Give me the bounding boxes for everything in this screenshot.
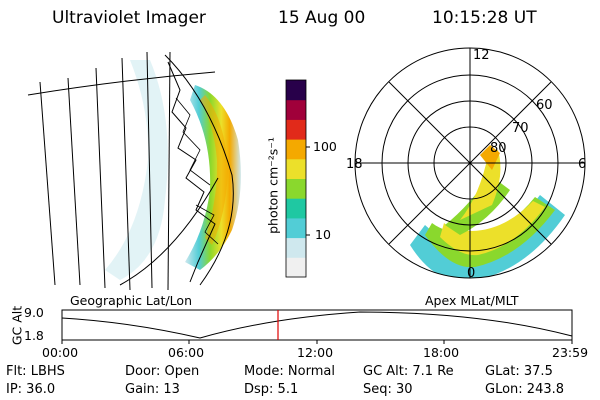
coastline	[167, 61, 216, 283]
mlt-label-12: 12	[473, 48, 490, 63]
info-glat: GLat: 37.5	[485, 364, 553, 379]
colorbar-segment	[286, 119, 306, 140]
map-parallels	[27, 54, 234, 286]
apex-label: Apex MLat/MLT	[425, 293, 519, 308]
colorbar-segment	[286, 217, 306, 239]
xtick-2359: 23:59	[552, 345, 589, 360]
info-gain: Gain: 13	[125, 382, 180, 397]
alt-tick-1-8: 1.8	[24, 328, 44, 343]
info-glon: GLon: 243.8	[485, 382, 565, 397]
colorbar-unit-label: photon cm⁻²s⁻¹	[265, 137, 281, 234]
geographic-label: Geographic Lat/Lon	[70, 293, 192, 308]
mlt-label-6: 6	[578, 157, 586, 172]
colorbar	[285, 79, 310, 278]
xtick-1200: 12:00	[297, 345, 334, 360]
colorbar-segment	[286, 139, 306, 160]
info-flt: Flt: LBHS	[6, 364, 65, 379]
uv-diffuse-glow	[105, 60, 168, 280]
info-mode: Mode: Normal	[244, 364, 335, 379]
info-ip: IP: 36.0	[6, 382, 56, 397]
colorbar-segment	[286, 178, 306, 199]
uv-auroral-band	[185, 85, 241, 270]
altitude-curve	[61, 311, 573, 339]
mlt-label-0: 0	[467, 266, 475, 281]
time-label: 10:15:28 UT	[432, 8, 537, 28]
polar-plot: 12 18 6 0 60 70 80	[346, 47, 586, 281]
map-meridians	[39, 51, 171, 291]
xtick-0000: 00:00	[42, 345, 79, 360]
xtick-1800: 18:00	[423, 345, 460, 360]
colorbar-segment	[286, 237, 306, 258]
date-label: 15 Aug 00	[278, 8, 366, 28]
colorbar-segment	[286, 198, 306, 219]
alt-plot-ylabel: GC Alt	[9, 305, 25, 346]
altitude-plot	[61, 309, 573, 344]
app-title: Ultraviolet Imager	[52, 8, 206, 28]
colorbar-segment	[286, 99, 306, 120]
info-door: Door: Open	[125, 364, 200, 379]
xtick-0600: 06:00	[168, 345, 205, 360]
info-dsp: Dsp: 5.1	[244, 382, 299, 397]
info-gcalt: GC Alt: 7.1 Re	[363, 364, 454, 379]
mlt-label-18: 18	[346, 157, 363, 172]
lat-label-80: 80	[490, 141, 507, 156]
lat-label-60: 60	[536, 98, 553, 113]
lat-label-70: 70	[512, 121, 529, 136]
geographic-map	[27, 51, 241, 291]
colorbar-segment	[286, 158, 306, 179]
alt-tick-9: 9.0	[24, 305, 44, 320]
colorbar-tick-10: 10	[315, 227, 331, 242]
info-seq: Seq: 30	[363, 382, 413, 397]
colorbar-segment	[286, 80, 306, 101]
colorbar-tick-100: 100	[313, 139, 337, 154]
polar-grid	[354, 47, 586, 279]
colorbar-segment	[286, 257, 306, 278]
